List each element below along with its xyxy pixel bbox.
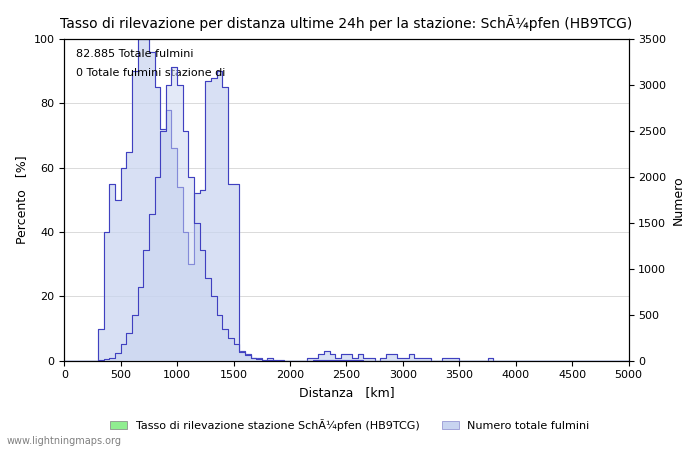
Text: 82.885 Totale fulmini: 82.885 Totale fulmini xyxy=(76,49,193,58)
X-axis label: Distanza   [km]: Distanza [km] xyxy=(299,386,394,399)
Text: 0 Totale fulmini stazione di: 0 Totale fulmini stazione di xyxy=(76,68,225,78)
Title: Tasso di rilevazione per distanza ultime 24h per la stazione: SchÃ¼pfen (HB9TCG): Tasso di rilevazione per distanza ultime… xyxy=(60,15,633,31)
Y-axis label: Percento   [%]: Percento [%] xyxy=(15,156,28,244)
Text: www.lightningmaps.org: www.lightningmaps.org xyxy=(7,436,122,446)
Y-axis label: Numero: Numero xyxy=(672,175,685,225)
Legend: Tasso di rilevazione stazione SchÃ¼pfen (HB9TCG), Numero totale fulmini: Tasso di rilevazione stazione SchÃ¼pfen … xyxy=(106,414,594,436)
